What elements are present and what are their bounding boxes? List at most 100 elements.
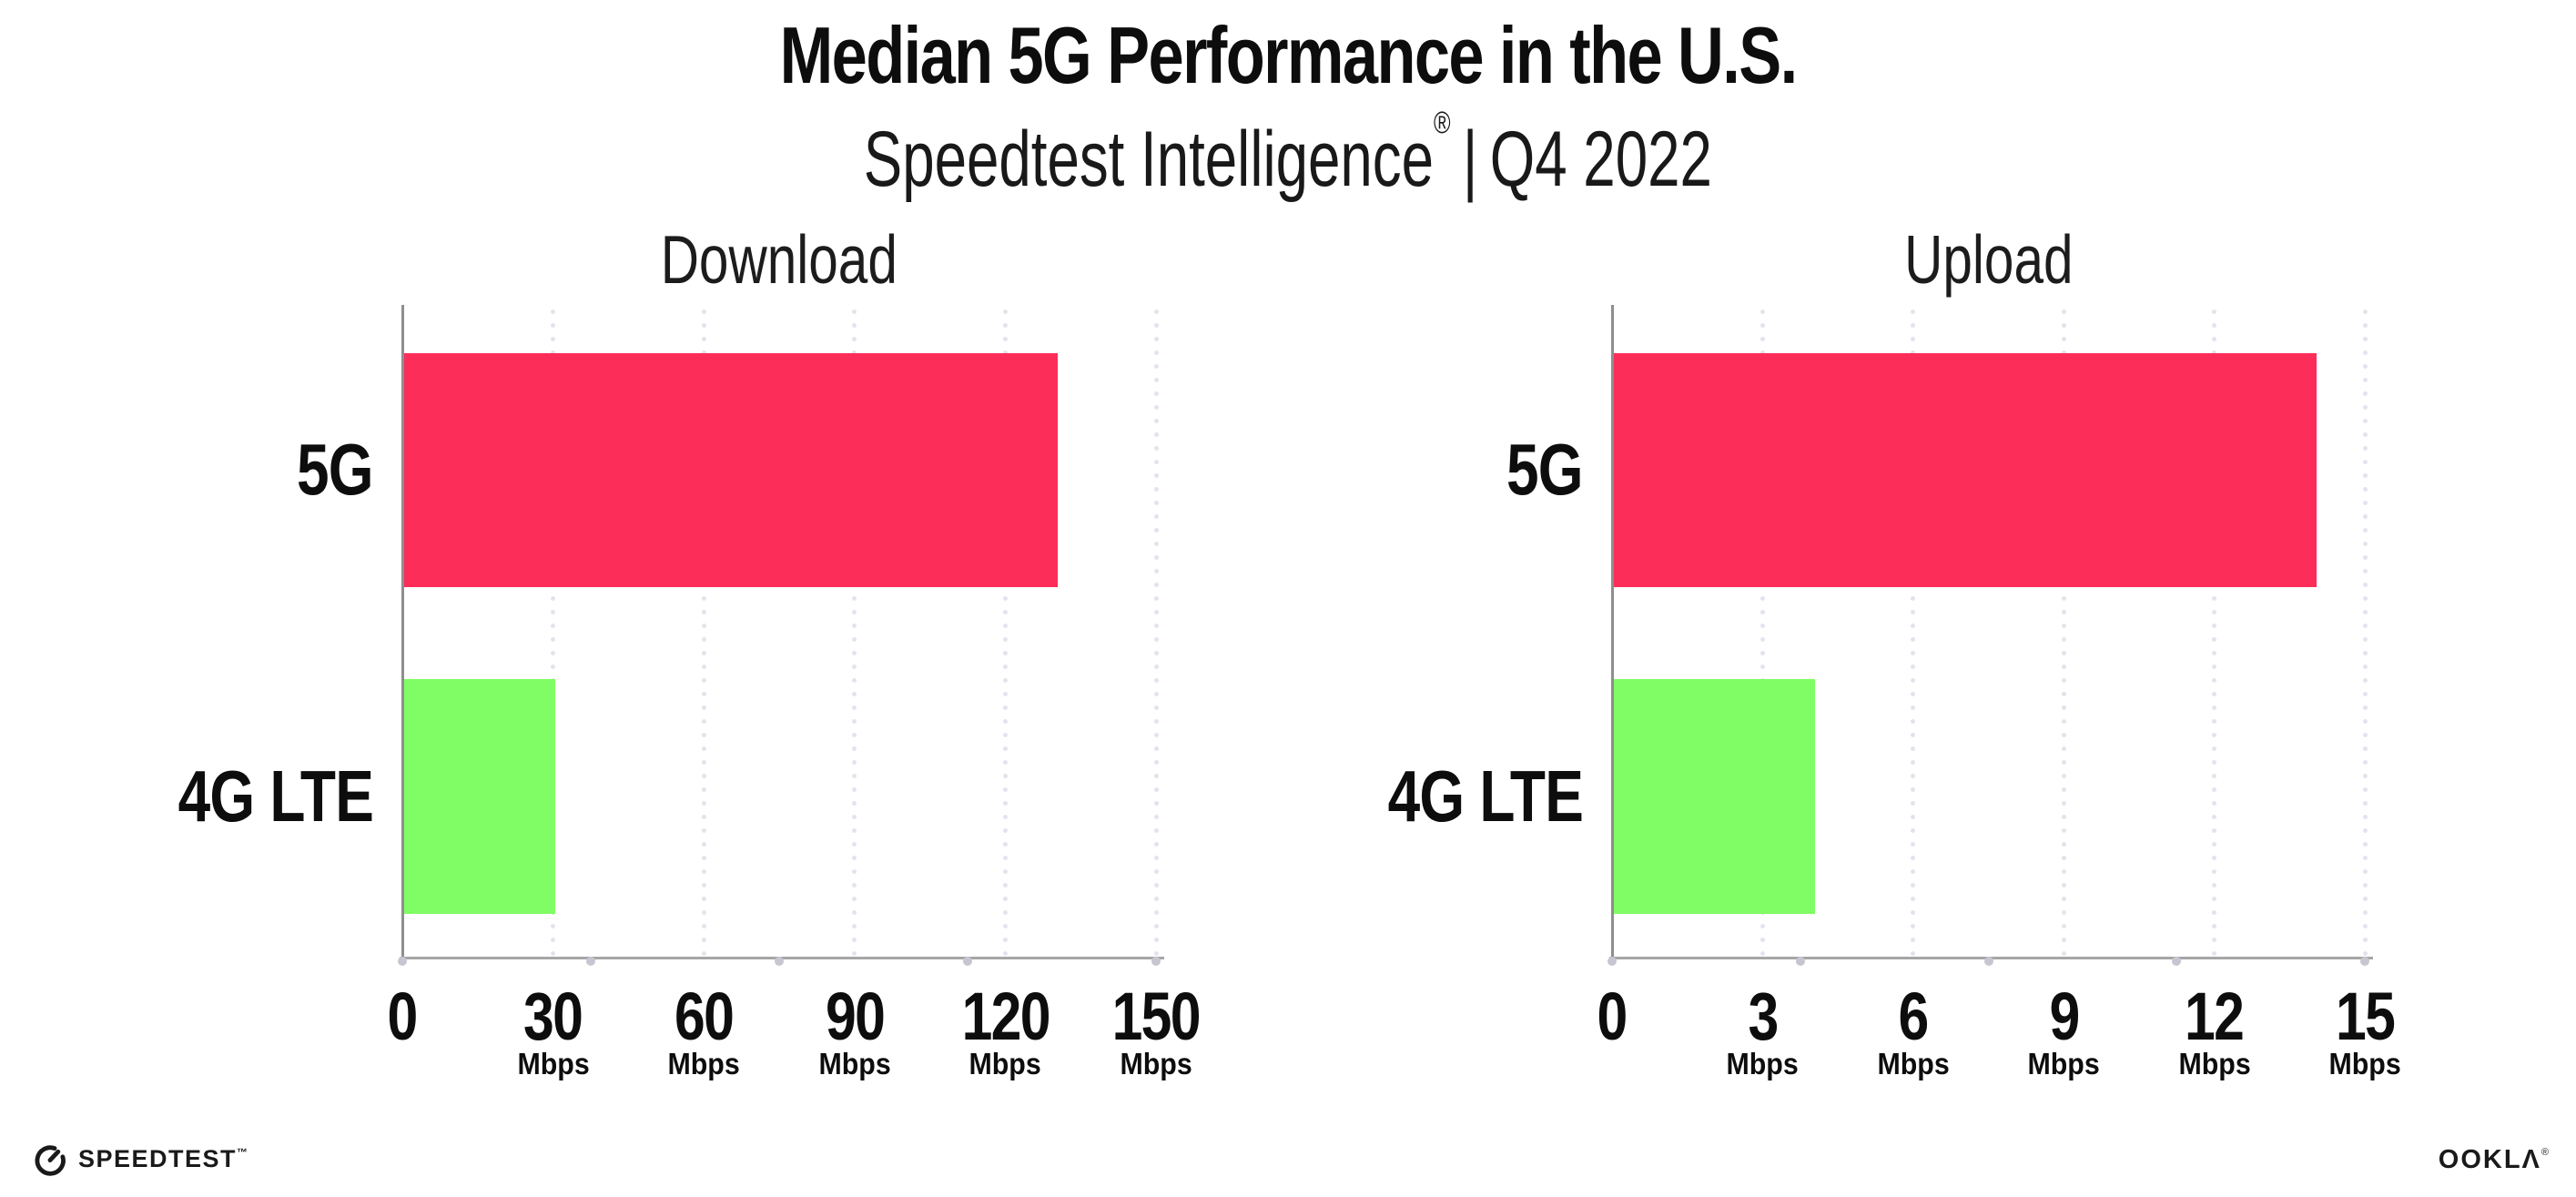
page-title: Median 5G Performance in the U.S.	[0, 9, 2576, 102]
x-tick-label-text: 30	[523, 979, 583, 1054]
x-axis-tick	[2172, 957, 2182, 966]
x-tick-label-6: 6	[1804, 983, 2023, 1050]
x-tick-label-150: 150	[1047, 983, 1265, 1050]
gridline-9	[2061, 305, 2066, 959]
category-label-text: 4G LTE	[177, 756, 374, 837]
category-label-text: 4G LTE	[1387, 756, 1584, 837]
x-tick-unit-label: Mbps	[444, 1049, 663, 1079]
category-label-text: 5G	[1506, 429, 1584, 510]
ookla-wordmark: OOKLΛ	[2438, 1145, 2541, 1174]
x-tick-label-text: 6	[1898, 979, 1930, 1054]
gridline-60	[701, 305, 706, 959]
chart-title-upload: Upload	[1476, 226, 2501, 294]
x-tick-label-text: 0	[1597, 979, 1628, 1054]
x-tick-label-text: 3	[1748, 979, 1779, 1054]
x-tick-label-60: 60	[594, 983, 813, 1050]
x-tick-label-text: 0	[387, 979, 419, 1054]
chart-title-text: Download	[660, 221, 898, 298]
x-tick-unit-text: Mbps	[1120, 1047, 1192, 1080]
x-tick-unit-label: Mbps	[2105, 1049, 2324, 1079]
x-tick-label-9: 9	[1954, 983, 2173, 1050]
x-axis-tick	[1983, 957, 1993, 966]
gridline-150	[1153, 305, 1159, 959]
chart-title-download: Download	[266, 226, 1293, 294]
x-axis-tick	[775, 957, 784, 966]
x-tick-label-15: 15	[2256, 983, 2474, 1050]
x-tick-label-120: 120	[896, 983, 1114, 1050]
x-tick-label-12: 12	[2105, 983, 2324, 1050]
x-tick-label-3: 3	[1653, 983, 1871, 1050]
page-subtitle-text: Speedtest Intelligence® | Q4 2022	[864, 106, 1712, 205]
x-tick-unit-text: Mbps	[667, 1047, 740, 1080]
x-tick-unit-label: Mbps	[1653, 1049, 1871, 1079]
gridline-30	[551, 305, 556, 959]
x-tick-label-text: 15	[2335, 979, 2396, 1054]
x-tick-unit-label: Mbps	[1047, 1049, 1265, 1079]
speedtest-wordmark-text: SPEEDTEST	[78, 1144, 238, 1172]
gridline-3	[1760, 305, 1765, 959]
gridline-12	[2212, 305, 2217, 959]
y-axis-line	[1611, 305, 1614, 959]
plot-area-download	[398, 305, 1164, 966]
x-tick-label-text: 90	[825, 979, 886, 1054]
category-label-4g-lte: 4G LTE	[1201, 756, 1584, 837]
x-tick-unit-label: Mbps	[1954, 1049, 2173, 1079]
x-tick-label-text: 150	[1111, 979, 1202, 1054]
bar-4g-lte	[1614, 679, 1815, 914]
subtitle-period: Q4 2022	[1489, 116, 1713, 203]
gridline-15	[2362, 305, 2368, 959]
x-tick-unit-text: Mbps	[2177, 1047, 2251, 1080]
ookla-logo: OOKLΛ®	[2439, 1145, 2549, 1175]
x-tick-unit-label: Mbps	[896, 1049, 1114, 1079]
gridline-120	[1002, 305, 1008, 959]
page-title-text: Median 5G Performance in the U.S.	[779, 10, 1799, 100]
x-tick-label-90: 90	[745, 983, 964, 1050]
category-label-4g-lte: 4G LTE	[0, 756, 374, 837]
gridline-6	[1911, 305, 1916, 959]
x-axis-tick	[963, 957, 972, 966]
x-tick-unit-text: Mbps	[2027, 1047, 2100, 1080]
x-tick-label-0: 0	[293, 983, 512, 1050]
x-axis-tick	[586, 957, 595, 966]
x-axis-tick	[1795, 957, 1805, 966]
gridline-90	[852, 305, 857, 959]
chart-title-text: Upload	[1903, 221, 2074, 298]
x-tick-unit-text: Mbps	[1877, 1047, 1950, 1080]
x-tick-unit-text: Mbps	[516, 1047, 590, 1080]
speedtest-wordmark: SPEEDTEST™	[78, 1145, 249, 1173]
ookla-registered-mark: ®	[2541, 1147, 2549, 1158]
page-subtitle: Speedtest Intelligence® | Q4 2022	[0, 106, 2576, 205]
subtitle-product: Speedtest Intelligence	[863, 116, 1435, 203]
x-tick-unit-text: Mbps	[818, 1047, 891, 1080]
category-label-text: 5G	[297, 429, 374, 510]
x-tick-label-30: 30	[444, 983, 663, 1050]
speedtest-logo: SPEEDTEST™	[31, 1140, 249, 1178]
x-tick-label-text: 9	[2049, 979, 2080, 1054]
x-axis-tick	[1607, 957, 1617, 966]
x-tick-unit-label: Mbps	[2256, 1049, 2474, 1079]
category-label-5g: 5G	[1201, 429, 1584, 510]
bar-5g	[1614, 353, 2317, 587]
subtitle-separator: |	[1463, 116, 1478, 203]
y-axis-line	[401, 305, 404, 959]
bar-4g-lte	[404, 679, 555, 914]
x-tick-label-0: 0	[1503, 983, 1721, 1050]
x-tick-label-text: 120	[961, 979, 1050, 1054]
category-label-5g: 5G	[0, 429, 374, 510]
x-axis-tick	[1151, 957, 1161, 966]
speedtest-trademark: ™	[237, 1145, 249, 1159]
plot-area-upload	[1607, 305, 2373, 966]
x-tick-unit-label: Mbps	[594, 1049, 813, 1079]
x-tick-unit-label: Mbps	[1804, 1049, 2023, 1079]
x-tick-label-text: 60	[674, 979, 735, 1054]
speedtest-gauge-icon	[35, 1145, 66, 1176]
x-tick-label-text: 12	[2185, 979, 2245, 1054]
x-axis-tick	[398, 957, 407, 966]
x-tick-unit-text: Mbps	[2328, 1047, 2401, 1080]
x-tick-unit-text: Mbps	[969, 1047, 1042, 1080]
bar-5g	[404, 353, 1058, 587]
x-axis-tick	[2360, 957, 2369, 966]
x-tick-unit-text: Mbps	[1726, 1047, 1800, 1080]
registered-mark: ®	[1434, 106, 1451, 140]
